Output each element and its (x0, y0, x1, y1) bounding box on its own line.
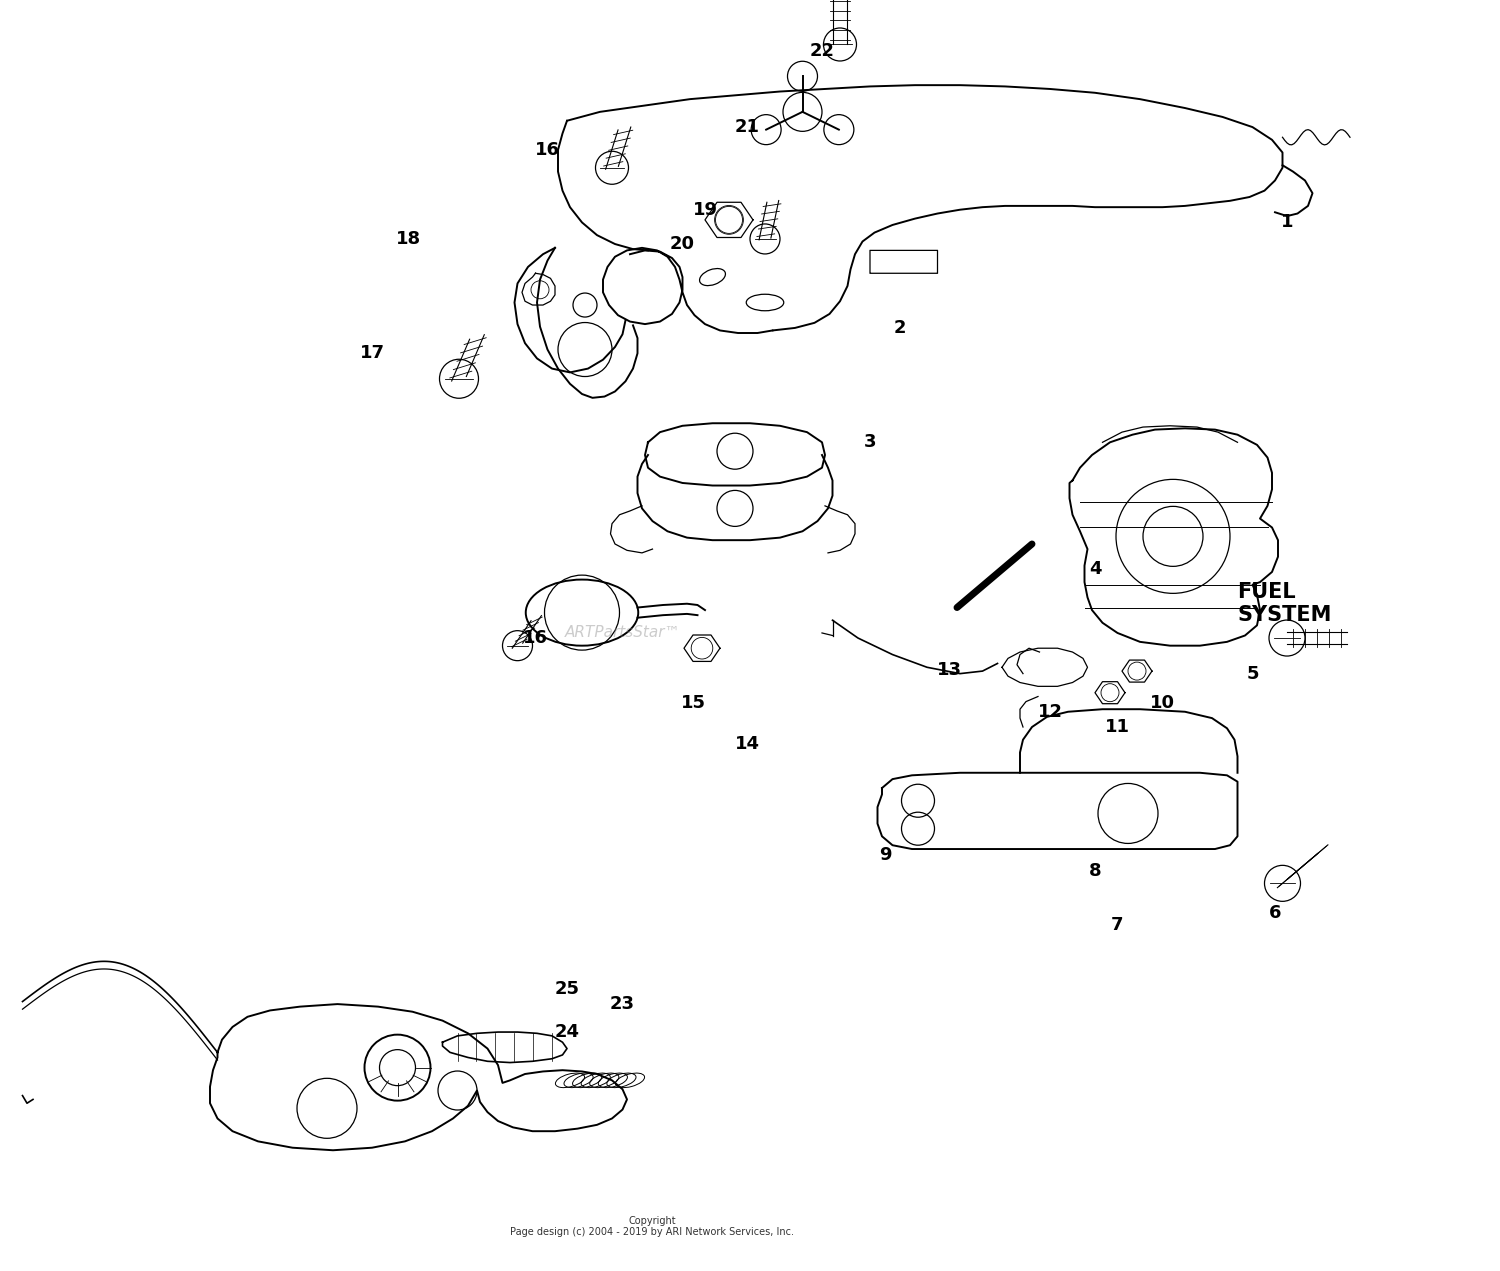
Text: 16: 16 (536, 141, 560, 159)
Text: 10: 10 (1150, 694, 1174, 712)
Text: 23: 23 (610, 995, 634, 1013)
Text: 4: 4 (1089, 561, 1101, 578)
Text: 24: 24 (555, 1023, 579, 1041)
Text: Copyright
Page design (c) 2004 - 2019 by ARI Network Services, Inc.: Copyright Page design (c) 2004 - 2019 by… (510, 1216, 795, 1237)
Text: 5: 5 (1246, 665, 1258, 683)
Text: 20: 20 (670, 235, 694, 253)
Text: 18: 18 (396, 230, 420, 248)
Text: 9: 9 (879, 846, 891, 864)
Text: 13: 13 (938, 661, 962, 679)
Text: 17: 17 (360, 344, 384, 362)
Text: FUEL
SYSTEM: FUEL SYSTEM (1238, 582, 1332, 625)
Text: 2: 2 (894, 319, 906, 337)
Text: 8: 8 (1089, 862, 1101, 880)
Text: 25: 25 (555, 980, 579, 998)
Text: 14: 14 (735, 735, 759, 752)
Text: 1: 1 (1281, 214, 1293, 231)
Text: 7: 7 (1112, 916, 1124, 934)
Text: 6: 6 (1269, 904, 1281, 921)
Text: 19: 19 (693, 201, 717, 219)
Text: 16: 16 (524, 629, 548, 647)
Text: 21: 21 (735, 118, 759, 136)
Text: 15: 15 (681, 694, 705, 712)
Text: ARTPartsStar™: ARTPartsStar™ (564, 625, 681, 641)
Text: 22: 22 (810, 42, 834, 60)
Text: 3: 3 (864, 433, 876, 451)
Text: 12: 12 (1038, 703, 1062, 721)
Text: 11: 11 (1106, 718, 1130, 736)
